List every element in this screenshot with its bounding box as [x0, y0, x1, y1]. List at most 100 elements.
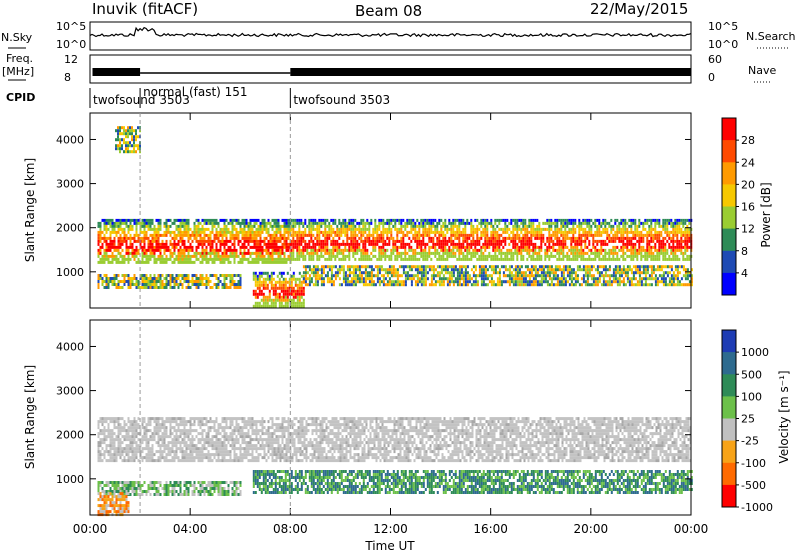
- heatmap-cell: [364, 245, 367, 249]
- heatmap-cell: [107, 260, 110, 264]
- heatmap-cell: [396, 248, 399, 252]
- heatmap-cell: [606, 221, 609, 225]
- heatmap-cell: [183, 224, 186, 228]
- heatmap-cell: [400, 230, 403, 234]
- heatmap-cell: [157, 230, 160, 234]
- heatmap-cell: [223, 286, 226, 289]
- heatmap-cell: [422, 227, 425, 231]
- heatmap-cell: [618, 224, 621, 228]
- heatmap-cell: [576, 242, 579, 246]
- heatmap-cell: [115, 245, 118, 249]
- heatmap-cell: [422, 236, 425, 240]
- heatmap-cell: [131, 245, 134, 249]
- heatmap-cell: [596, 268, 599, 272]
- heatmap-cell: [364, 227, 367, 231]
- heatmap-cell: [161, 274, 164, 277]
- heatmap-cell: [554, 221, 557, 225]
- heatmap-cell: [402, 271, 405, 275]
- heatmap-cell: [143, 280, 146, 283]
- heatmap-cell: [550, 218, 553, 222]
- heatmap-cell: [672, 257, 675, 261]
- heatmap-cell: [260, 292, 263, 296]
- heatmap-cell: [444, 271, 447, 275]
- heatmap-cell: [650, 218, 653, 222]
- heatmap-cell: [159, 283, 162, 286]
- heatmap-cell: [572, 227, 575, 231]
- heatmap-cell: [348, 268, 351, 272]
- heatmap-cell: [566, 280, 569, 284]
- heatmap-cell: [316, 265, 319, 269]
- heatmap-cell: [420, 248, 423, 252]
- heatmap-cell: [239, 277, 242, 280]
- heatmap-cell: [416, 239, 419, 243]
- heatmap-cell: [324, 236, 327, 240]
- heatmap-cell: [438, 221, 441, 225]
- heatmap-cell: [672, 245, 675, 249]
- heatmap-cell: [608, 257, 611, 261]
- heatmap-cell: [654, 233, 657, 237]
- heatmap-cell: [129, 141, 131, 145]
- heatmap-cell: [320, 218, 323, 222]
- heatmap-cell: [430, 274, 433, 278]
- heatmap-cell: [460, 218, 463, 222]
- heatmap-cell: [171, 274, 174, 277]
- heatmap-cell: [480, 230, 483, 234]
- heatmap-cell: [308, 239, 311, 243]
- heatmap-cell: [340, 242, 343, 246]
- heatmap-cell: [616, 268, 619, 272]
- heatmap-cell: [221, 227, 224, 231]
- heatmap-cell: [646, 283, 649, 287]
- heatmap-cell: [284, 298, 287, 302]
- heatmap-cell: [382, 280, 385, 284]
- heatmap-cell: [372, 230, 375, 234]
- heatmap-cell: [326, 245, 329, 249]
- heatmap-cell: [213, 257, 216, 261]
- heatmap-cell: [143, 239, 146, 243]
- heatmap-cell: [239, 227, 242, 231]
- heatmap-cell: [109, 245, 112, 249]
- heatmap-cell: [105, 236, 108, 240]
- heatmap-cell: [298, 254, 301, 258]
- heatmap-cell: [125, 280, 128, 283]
- heatmap-cell: [270, 271, 273, 275]
- heatmap-cell: [127, 150, 129, 154]
- heatmap-cell: [516, 268, 519, 272]
- heatmap-cell: [480, 277, 483, 281]
- heatmap-cell: [233, 254, 236, 258]
- heatmap-cell: [189, 233, 192, 237]
- heatmap-cell: [223, 274, 226, 277]
- heatmap-cell: [187, 283, 190, 286]
- heatmap-cell: [344, 245, 347, 249]
- heatmap-cell: [598, 218, 601, 222]
- heatmap-cell: [414, 248, 417, 252]
- heatmap-cell: [294, 301, 297, 305]
- heatmap-cell: [688, 221, 691, 225]
- heatmap-cell: [608, 283, 611, 287]
- heatmap-cell: [680, 221, 683, 225]
- heatmap-cell: [668, 271, 671, 275]
- heatmap-cell: [318, 257, 321, 261]
- heatmap-cell: [520, 248, 523, 252]
- heatmap-cell: [424, 280, 427, 284]
- heatmap-cell: [622, 230, 625, 234]
- heatmap-cell: [272, 301, 275, 305]
- heatmap-cell: [332, 236, 335, 240]
- heatmap-cell: [580, 224, 583, 228]
- heatmap-cell: [420, 268, 423, 272]
- heatmap-cell: [526, 233, 529, 237]
- heatmap-cell: [300, 251, 303, 255]
- heatmap-cell: [534, 218, 537, 222]
- heatmap-cell: [398, 239, 401, 243]
- heatmap-cell: [99, 245, 102, 249]
- heatmap-cell: [113, 447, 116, 451]
- heatmap-cell: [358, 271, 361, 275]
- heatmap-cell: [145, 274, 148, 277]
- heatmap-cell: [261, 248, 264, 252]
- heatmap-cell: [392, 251, 395, 255]
- heatmap-cell: [470, 239, 473, 243]
- heatmap-cell: [129, 224, 132, 228]
- heatmap-cell: [452, 245, 455, 249]
- heatmap-cell: [352, 236, 355, 240]
- heatmap-cell: [686, 233, 689, 237]
- heatmap-cell: [538, 254, 541, 258]
